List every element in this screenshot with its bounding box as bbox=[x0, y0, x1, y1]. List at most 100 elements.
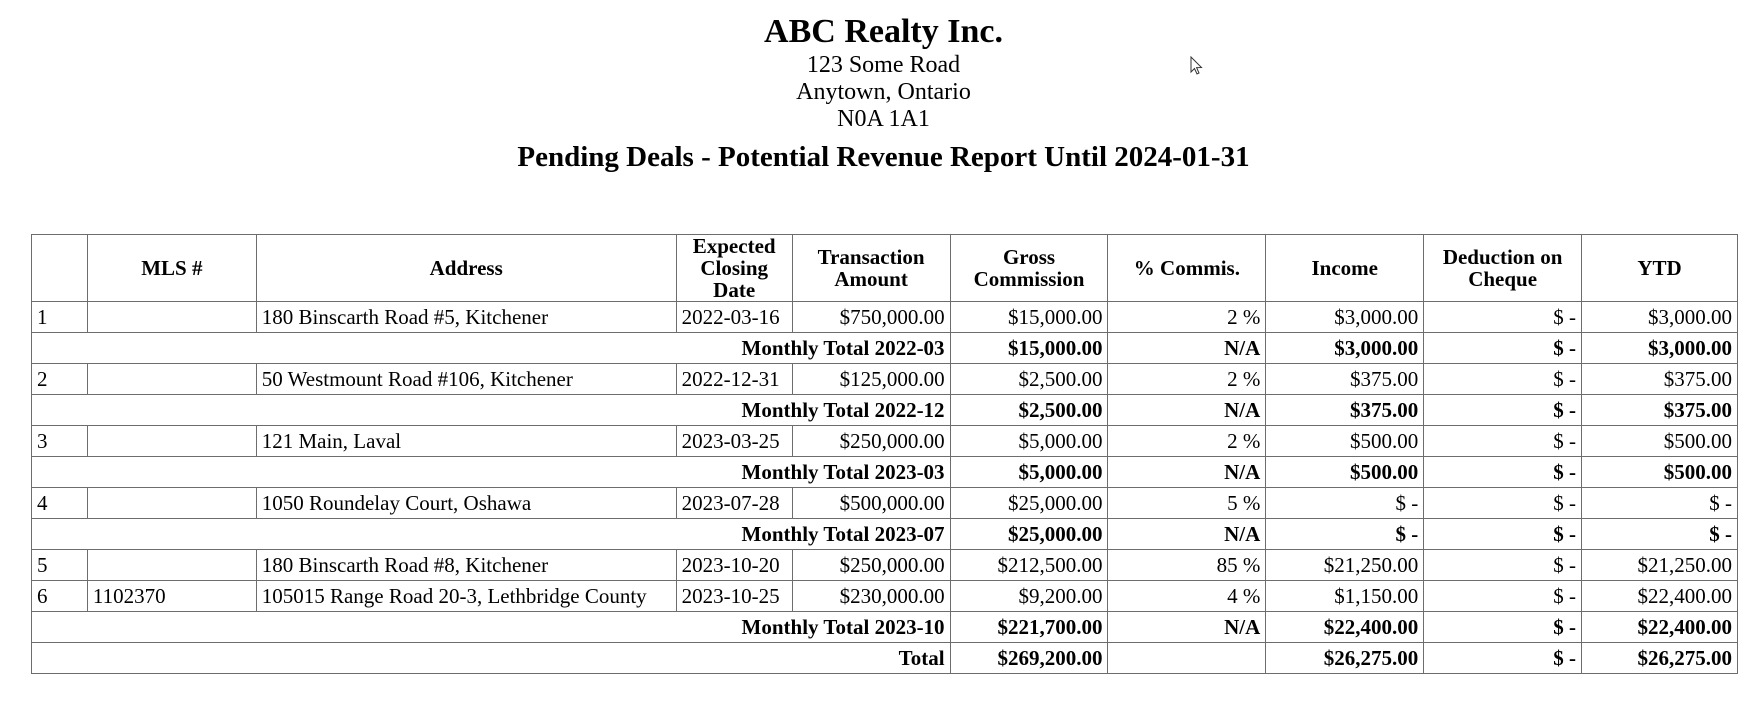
row-address: 180 Binscarth Road #8, Kitchener bbox=[255, 549, 677, 581]
monthly-total-percent: N/A bbox=[1107, 611, 1267, 643]
monthly-total-label: Monthly Total 2022-03 bbox=[31, 332, 951, 364]
column-header-closing-date: Expected Closing Date bbox=[675, 234, 793, 302]
row-mls bbox=[86, 363, 257, 395]
mouse-pointer-icon bbox=[1190, 56, 1203, 75]
row-transaction-amount: $500,000.00 bbox=[791, 487, 951, 519]
table-row: 3 121 Main, Laval 2023-03-25 $250,000.00… bbox=[31, 425, 1738, 457]
row-ytd: $22,400.00 bbox=[1581, 580, 1738, 612]
monthly-total-ytd: $375.00 bbox=[1581, 394, 1738, 426]
row-gross-commission: $2,500.00 bbox=[949, 363, 1109, 395]
monthly-total-label: Monthly Total 2022-12 bbox=[31, 394, 951, 426]
row-index: 2 bbox=[31, 363, 88, 395]
grand-total-ytd: $26,275.00 bbox=[1581, 642, 1738, 674]
row-percent-commission: 85 % bbox=[1107, 549, 1267, 581]
monthly-total-deduction: $ - bbox=[1423, 332, 1583, 364]
column-header-mls: MLS # bbox=[86, 234, 257, 302]
row-closing-date: 2023-10-20 bbox=[675, 549, 793, 581]
grand-total-label: Total bbox=[31, 642, 951, 674]
company-address-line2: Anytown, Ontario bbox=[796, 79, 971, 105]
monthly-total-row: Monthly Total 2023-07 $25,000.00 N/A $ -… bbox=[31, 518, 1738, 550]
column-header-income: Income bbox=[1265, 234, 1425, 302]
grand-total-income: $26,275.00 bbox=[1265, 642, 1425, 674]
table-row: 2 50 Westmount Road #106, Kitchener 2022… bbox=[31, 363, 1738, 395]
monthly-total-deduction: $ - bbox=[1423, 456, 1583, 488]
column-header-gross-commission: Gross Commission bbox=[949, 234, 1109, 302]
grand-total-percent bbox=[1107, 642, 1267, 674]
report-title: Pending Deals - Potential Revenue Report… bbox=[517, 141, 1250, 173]
row-percent-commission: 2 % bbox=[1107, 425, 1267, 457]
monthly-total-percent: N/A bbox=[1107, 518, 1267, 550]
company-name: ABC Realty Inc. bbox=[764, 13, 1003, 50]
table-header-row: MLS # Address Expected Closing Date Tran… bbox=[31, 234, 1738, 302]
row-mls bbox=[86, 549, 257, 581]
row-ytd: $3,000.00 bbox=[1581, 301, 1738, 333]
row-percent-commission: 2 % bbox=[1107, 363, 1267, 395]
column-header-ytd: YTD bbox=[1581, 234, 1738, 302]
row-income: $3,000.00 bbox=[1265, 301, 1425, 333]
row-ytd: $500.00 bbox=[1581, 425, 1738, 457]
row-index: 6 bbox=[31, 580, 88, 612]
row-address: 180 Binscarth Road #5, Kitchener bbox=[255, 301, 677, 333]
monthly-total-percent: N/A bbox=[1107, 332, 1267, 364]
monthly-total-gross: $2,500.00 bbox=[949, 394, 1109, 426]
row-ytd: $21,250.00 bbox=[1581, 549, 1738, 581]
company-postal-code: N0A 1A1 bbox=[837, 106, 930, 132]
pending-deals-table: MLS # Address Expected Closing Date Tran… bbox=[31, 234, 1738, 674]
monthly-total-income: $ - bbox=[1265, 518, 1425, 550]
column-header-address: Address bbox=[255, 234, 677, 302]
monthly-total-deduction: $ - bbox=[1423, 611, 1583, 643]
row-index: 3 bbox=[31, 425, 88, 457]
monthly-total-row: Monthly Total 2023-03 $5,000.00 N/A $500… bbox=[31, 456, 1738, 488]
monthly-total-income: $3,000.00 bbox=[1265, 332, 1425, 364]
row-index: 4 bbox=[31, 487, 88, 519]
monthly-total-row: Monthly Total 2023-10 $221,700.00 N/A $2… bbox=[31, 611, 1738, 643]
row-percent-commission: 4 % bbox=[1107, 580, 1267, 612]
row-address: 105015 Range Road 20-3, Lethbridge Count… bbox=[255, 580, 677, 612]
row-gross-commission: $15,000.00 bbox=[949, 301, 1109, 333]
row-gross-commission: $212,500.00 bbox=[949, 549, 1109, 581]
row-deduction: $ - bbox=[1423, 549, 1583, 581]
row-gross-commission: $25,000.00 bbox=[949, 487, 1109, 519]
row-gross-commission: $9,200.00 bbox=[949, 580, 1109, 612]
row-deduction: $ - bbox=[1423, 487, 1583, 519]
row-transaction-amount: $750,000.00 bbox=[791, 301, 951, 333]
monthly-total-ytd: $3,000.00 bbox=[1581, 332, 1738, 364]
column-header-deduction: Deduction on Cheque bbox=[1423, 234, 1583, 302]
row-closing-date: 2022-12-31 bbox=[675, 363, 793, 395]
monthly-total-label: Monthly Total 2023-03 bbox=[31, 456, 951, 488]
row-mls: 1102370 bbox=[86, 580, 257, 612]
row-transaction-amount: $230,000.00 bbox=[791, 580, 951, 612]
company-address-line1: 123 Some Road bbox=[806, 52, 961, 78]
row-mls bbox=[86, 301, 257, 333]
monthly-total-ytd: $ - bbox=[1581, 518, 1738, 550]
row-closing-date: 2023-03-25 bbox=[675, 425, 793, 457]
row-mls bbox=[86, 425, 257, 457]
table-row: 1 180 Binscarth Road #5, Kitchener 2022-… bbox=[31, 301, 1738, 333]
row-transaction-amount: $125,000.00 bbox=[791, 363, 951, 395]
monthly-total-label: Monthly Total 2023-07 bbox=[31, 518, 951, 550]
monthly-total-income: $375.00 bbox=[1265, 394, 1425, 426]
monthly-total-percent: N/A bbox=[1107, 394, 1267, 426]
monthly-total-deduction: $ - bbox=[1423, 394, 1583, 426]
row-deduction: $ - bbox=[1423, 580, 1583, 612]
row-ytd: $ - bbox=[1581, 487, 1738, 519]
column-header-index bbox=[31, 234, 88, 302]
monthly-total-row: Monthly Total 2022-03 $15,000.00 N/A $3,… bbox=[31, 332, 1738, 364]
row-address: 1050 Roundelay Court, Oshawa bbox=[255, 487, 677, 519]
row-gross-commission: $5,000.00 bbox=[949, 425, 1109, 457]
row-address: 50 Westmount Road #106, Kitchener bbox=[255, 363, 677, 395]
row-income: $500.00 bbox=[1265, 425, 1425, 457]
row-index: 1 bbox=[31, 301, 88, 333]
table-row: 5 180 Binscarth Road #8, Kitchener 2023-… bbox=[31, 549, 1738, 581]
row-percent-commission: 5 % bbox=[1107, 487, 1267, 519]
grand-total-gross: $269,200.00 bbox=[949, 642, 1109, 674]
row-closing-date: 2022-03-16 bbox=[675, 301, 793, 333]
table-row: 6 1102370 105015 Range Road 20-3, Lethbr… bbox=[31, 580, 1738, 612]
grand-total-row: Total $269,200.00 $26,275.00 $ - $26,275… bbox=[31, 642, 1738, 674]
monthly-total-gross: $25,000.00 bbox=[949, 518, 1109, 550]
row-transaction-amount: $250,000.00 bbox=[791, 425, 951, 457]
column-header-transaction-amount: Transaction Amount bbox=[791, 234, 951, 302]
monthly-total-income: $500.00 bbox=[1265, 456, 1425, 488]
table-row: 4 1050 Roundelay Court, Oshawa 2023-07-2… bbox=[31, 487, 1738, 519]
column-header-percent-commission: % Commis. bbox=[1107, 234, 1267, 302]
